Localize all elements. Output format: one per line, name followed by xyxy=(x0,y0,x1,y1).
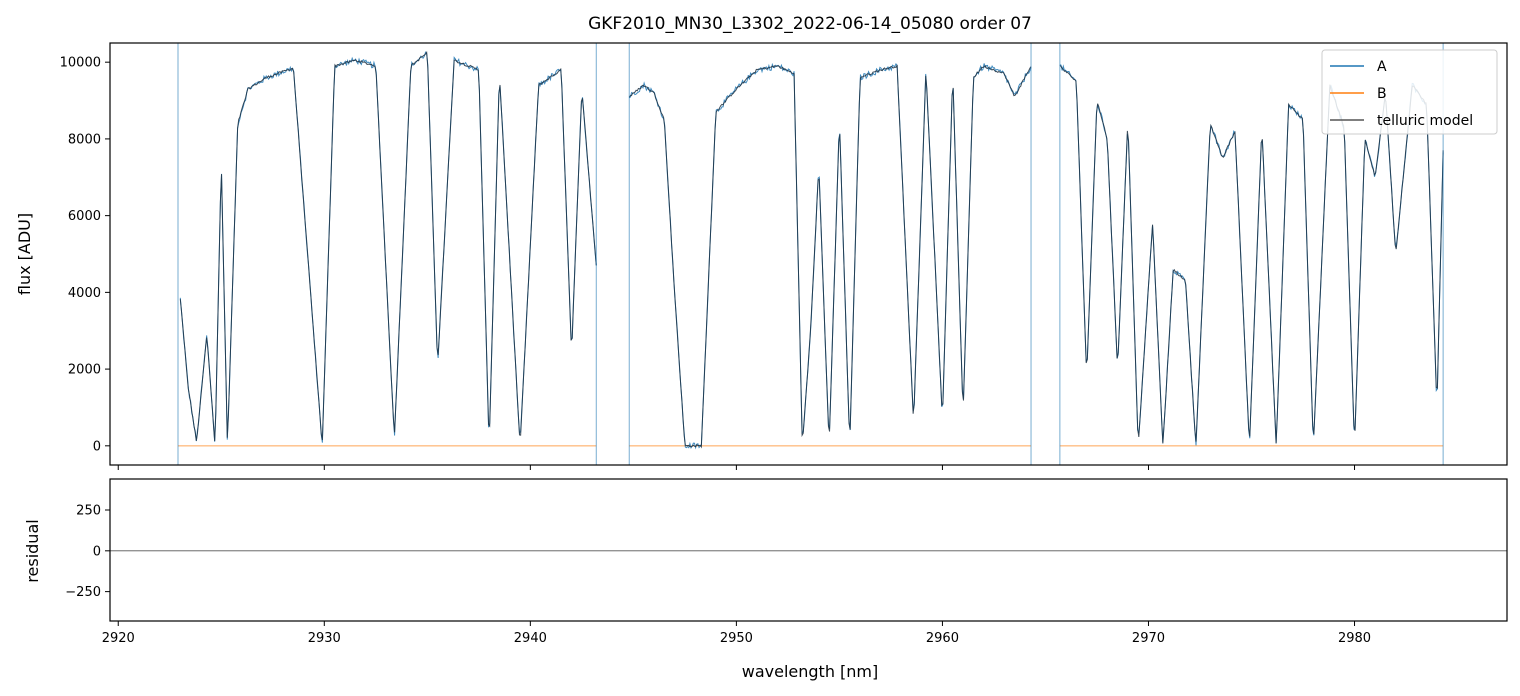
x-axis-label: wavelength [nm] xyxy=(742,662,879,681)
x-tick-label-2: 2940 xyxy=(514,631,547,646)
residual-y-tick-label-0: −250 xyxy=(65,585,101,600)
residual-y-tick-label-1: 0 xyxy=(93,544,101,559)
residual-panel: −250 0 250 2920 2930 2940 2950 2960 2970 2980 xyxy=(65,478,1508,646)
residual-y-tick-label-2: 250 xyxy=(76,504,101,519)
chart-title: GKF2010_MN30_L3302_2022-06-14_05080 orde… xyxy=(588,14,1032,34)
legend-label-0: A xyxy=(1377,59,1387,75)
telluric-model-line-1 xyxy=(628,64,1032,449)
main-y-tick-label-3: 6000 xyxy=(68,209,101,224)
main-plot-frame xyxy=(109,42,1508,466)
main-y-tick-label-4: 8000 xyxy=(68,132,101,147)
x-tick-label-1: 2930 xyxy=(308,631,341,646)
main-y-tick-label-0: 0 xyxy=(93,439,101,454)
residual-plot-frame xyxy=(109,478,1508,622)
legend-label-2: telluric model xyxy=(1377,113,1473,129)
legend-box xyxy=(1321,49,1498,135)
telluric-model-line-0 xyxy=(179,50,597,442)
main-y-axis-label: flux [ADU] xyxy=(15,213,34,295)
x-tick-label-3: 2950 xyxy=(720,631,753,646)
main-y-tick-label-5: 10000 xyxy=(60,56,101,71)
legend-label-1: B xyxy=(1377,86,1387,102)
main-y-tick-label-2: 4000 xyxy=(68,286,101,301)
telluric-model-line-2 xyxy=(1059,64,1444,444)
main-y-tick-label-1: 2000 xyxy=(68,363,101,378)
x-tick-label-5: 2970 xyxy=(1132,631,1165,646)
residual-y-axis-label: residual xyxy=(23,519,42,582)
x-tick-label-6: 2980 xyxy=(1338,631,1371,646)
x-tick-label-0: 2920 xyxy=(102,631,135,646)
x-tick-label-4: 2960 xyxy=(926,631,959,646)
